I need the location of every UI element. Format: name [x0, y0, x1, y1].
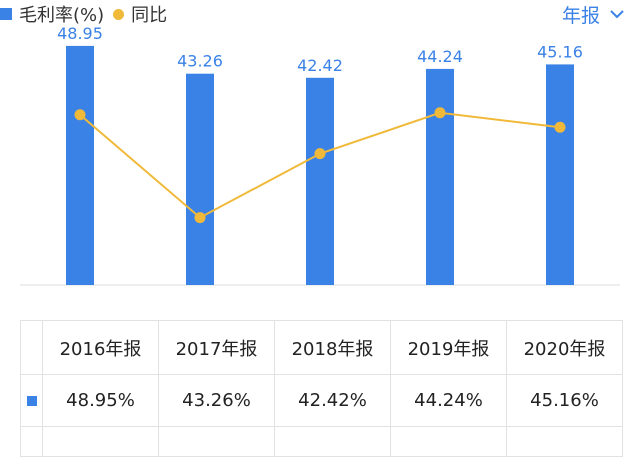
bar: [426, 68, 454, 285]
yoy-point: [194, 212, 206, 224]
table-cell: 44.24%: [391, 375, 507, 427]
table-cell: [43, 427, 159, 457]
table-header-row: 2016年报 2017年报 2018年报 2019年报 2020年报: [21, 321, 623, 375]
period-selector-label: 年报: [561, 4, 600, 27]
bar: [546, 64, 574, 285]
bar-value-label: 42.42: [297, 56, 343, 75]
bar: [306, 77, 334, 285]
table-row-partial: [21, 427, 623, 457]
yoy-point: [554, 121, 566, 133]
table-cell: [21, 427, 43, 457]
chart-legend: 毛利率(%) 同比: [0, 0, 167, 28]
table-cell: [275, 427, 391, 457]
bar-value-label: 43.26: [177, 52, 223, 71]
line-legend-label: 同比: [131, 5, 168, 26]
column-header: 2017年报: [159, 321, 275, 375]
column-header: 2018年报: [275, 321, 391, 375]
bar-value-label: 44.24: [417, 47, 463, 66]
bar: [186, 73, 214, 286]
table-cell: 42.42%: [275, 375, 391, 427]
table-cell: 45.16%: [507, 375, 623, 427]
table-cell: [159, 427, 275, 457]
column-header: 2020年报: [507, 321, 623, 375]
bar-series-marker: [26, 395, 37, 406]
data-table: 2016年报 2017年报 2018年报 2019年报 2020年报 48.95…: [20, 320, 623, 457]
gross-margin-chart: 48.95 43.26 42.42 44.24 45.16: [20, 24, 620, 286]
line-legend-swatch: [113, 8, 125, 20]
period-selector[interactable]: 年报: [562, 0, 624, 28]
yoy-point: [434, 107, 446, 119]
table-cell: 48.95%: [43, 375, 159, 427]
bar: [66, 45, 94, 286]
yoy-point: [74, 109, 86, 121]
row-marker-cell: [21, 375, 43, 427]
column-header: 2019年报: [391, 321, 507, 375]
bar-value-label: 45.16: [537, 42, 583, 61]
bar-legend-label: 毛利率(%): [19, 5, 105, 26]
header-spacer: [21, 321, 43, 375]
table-cell: [507, 427, 623, 457]
bar-value-label: 48.95: [57, 24, 103, 43]
table-row: 48.95% 43.26% 42.42% 44.24% 45.16%: [21, 375, 623, 427]
yoy-point: [314, 148, 326, 160]
bar-legend-swatch: [0, 8, 12, 20]
column-header: 2016年报: [43, 321, 159, 375]
chevron-down-icon: [610, 10, 624, 19]
table-cell: 43.26%: [159, 375, 275, 427]
table-cell: [391, 427, 507, 457]
